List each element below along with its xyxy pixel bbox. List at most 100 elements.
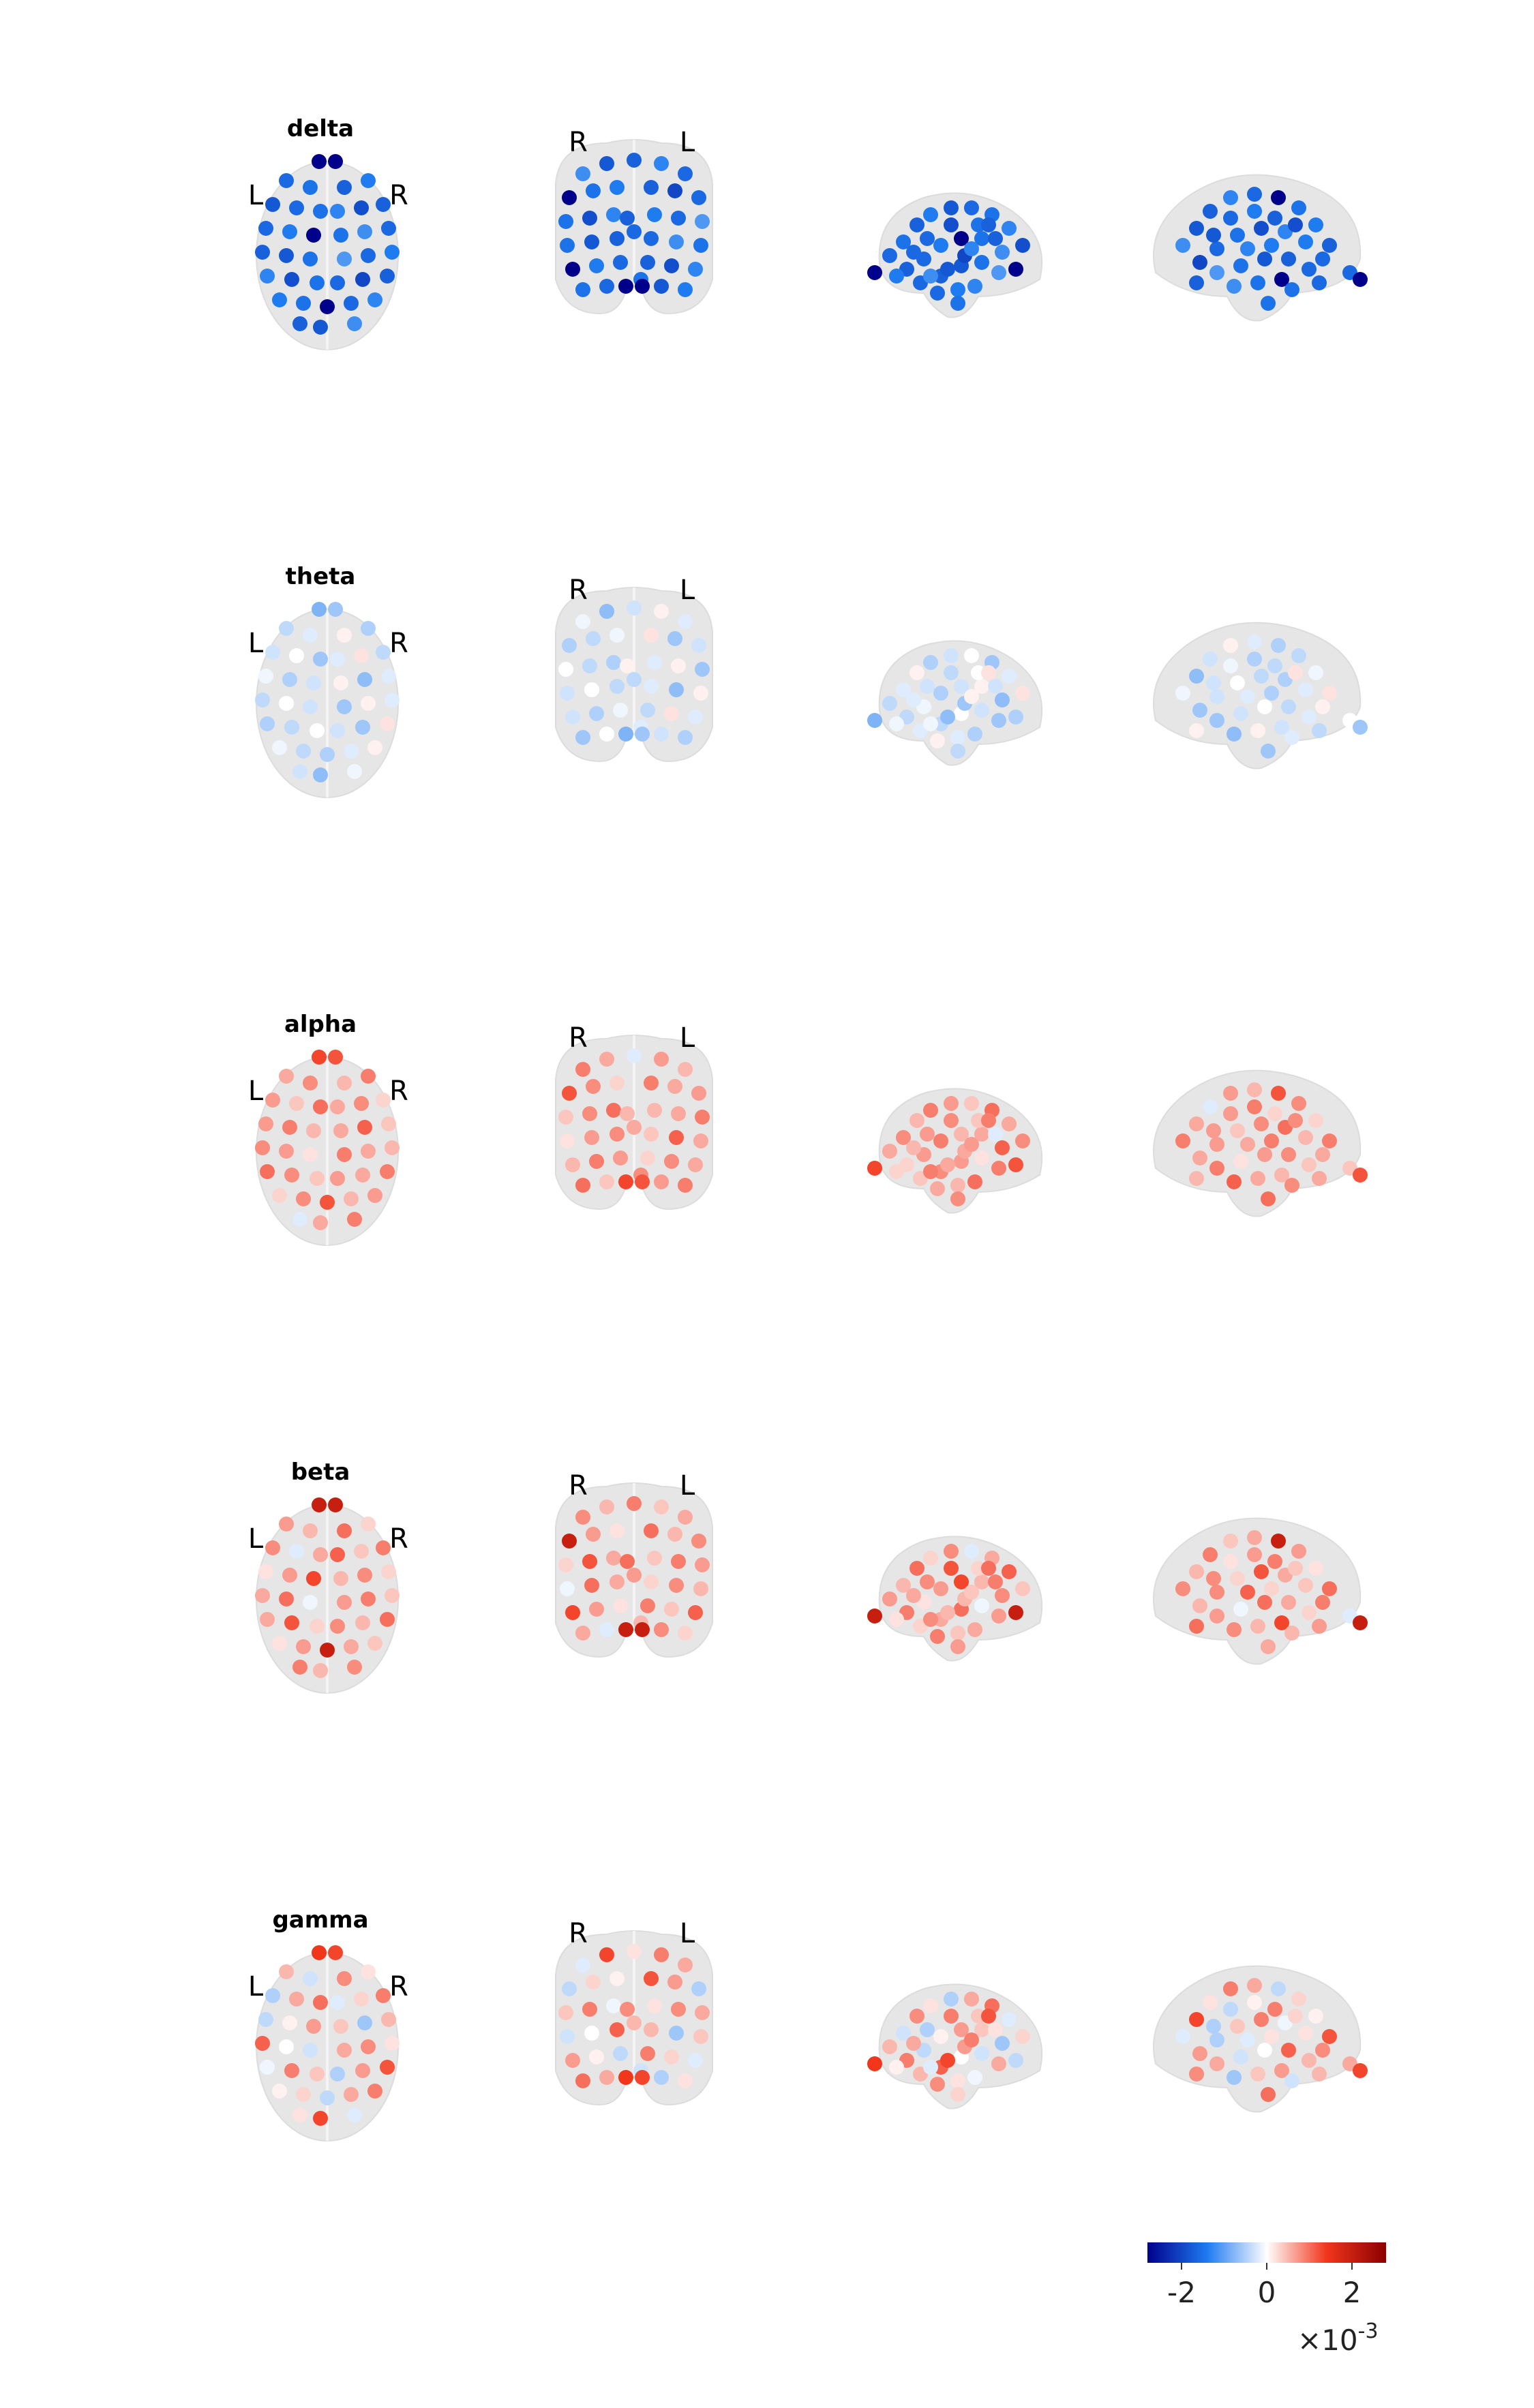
axial-electrode <box>284 2063 299 2078</box>
right-sagittal-electrode <box>1312 275 1327 290</box>
right-sagittal-electrode <box>1291 1096 1306 1111</box>
axial-electrode <box>337 699 352 714</box>
coronal-electrode <box>678 614 693 629</box>
axial-electrode <box>313 1215 328 1230</box>
axial-electrode <box>279 621 294 636</box>
right-sagittal-electrode <box>1227 2070 1242 2085</box>
left-sagittal-electrode <box>950 730 965 745</box>
right-sagittal-electrode <box>1315 2043 1330 2058</box>
coronal-electrode <box>606 1998 621 2013</box>
right-sagittal-electrode <box>1189 1171 1204 1186</box>
axial-electrode <box>313 2111 328 2126</box>
axial-electrode <box>303 1147 318 1162</box>
axial-electrode <box>361 1964 376 1979</box>
left-sagittal-electrode <box>920 1574 935 1589</box>
right-sagittal-electrode <box>1288 1561 1303 1576</box>
axial-electrode <box>337 2043 352 2058</box>
axial-electrode <box>330 204 345 219</box>
axial-electrode <box>380 1164 395 1179</box>
row-0: delta L R R L <box>248 115 1368 350</box>
coronal-electrode <box>678 1957 693 1972</box>
left-sagittal-electrode <box>950 282 965 297</box>
axial-electrode <box>292 764 307 779</box>
left-sagittal-electrode <box>991 2056 1006 2071</box>
axial-electrode <box>296 296 311 311</box>
right-sagittal-electrode <box>1281 1595 1296 1610</box>
axial-electrode <box>260 1164 275 1179</box>
coronal-electrode <box>695 1110 710 1125</box>
axial-electrode <box>385 1140 400 1155</box>
coronal-electrode <box>562 638 577 653</box>
right-sagittal-electrode <box>1267 211 1282 226</box>
coronal-electrode <box>627 153 642 168</box>
coronal-electrode <box>575 614 590 629</box>
axial-electrode <box>255 245 270 260</box>
coronal-electrode <box>575 2073 590 2088</box>
left-sagittal-electrode <box>995 245 1010 260</box>
coronal-electrode <box>565 710 580 725</box>
left-sagittal-electrode <box>1008 710 1023 725</box>
right-sagittal-electrode <box>1209 1585 1224 1600</box>
right-sagittal-electrode <box>1353 1615 1368 1630</box>
axial-electrode <box>337 252 352 266</box>
axial-electrode <box>265 1093 280 1108</box>
coronal-electrode <box>610 2022 625 2037</box>
left-sagittal-electrode <box>954 679 969 694</box>
coronal-electrode <box>606 207 621 222</box>
right-sagittal-electrode <box>1308 665 1323 680</box>
coronal-electrode <box>582 1106 597 1121</box>
coronal-electrode <box>644 628 659 643</box>
right-sagittal-electrode <box>1227 1622 1242 1637</box>
axial-electrode <box>355 1168 370 1183</box>
axial-electrode <box>289 1096 304 1111</box>
axial-right-label: R <box>389 1971 408 2002</box>
coronal-electrode <box>586 183 601 198</box>
axial-electrode <box>303 1595 318 1610</box>
axial-right-label: R <box>389 628 408 659</box>
coronal-electrode <box>610 231 625 246</box>
right-sagittal-electrode <box>1223 2002 1238 2017</box>
left-sagittal-electrode <box>995 692 1010 707</box>
right-sagittal-electrode <box>1230 228 1245 243</box>
coronal-electrode <box>560 238 575 253</box>
coronal-electrode <box>627 224 642 239</box>
coronal-electrode <box>640 1598 655 1613</box>
axial-left-label: L <box>248 628 264 659</box>
right-sagittal-electrode <box>1240 1585 1255 1600</box>
colorbar: -2 0 2 ×10-3 <box>1147 2242 1386 2357</box>
coronal-electrode <box>647 1551 662 1566</box>
right-sagittal-electrode <box>1247 1978 1262 1993</box>
right-sagittal-electrode <box>1261 1191 1276 1206</box>
right-sagittal-electrode <box>1298 1130 1313 1145</box>
coronal-electrode <box>582 1554 597 1569</box>
axial-electrode <box>312 154 327 169</box>
right-sagittal-electrode <box>1274 720 1289 735</box>
right-sagittal-electrode <box>1233 1154 1248 1169</box>
right-sagittal-electrode <box>1175 686 1190 701</box>
coronal-electrode <box>599 156 614 171</box>
coronal-electrode <box>693 238 708 253</box>
coronal-electrode <box>667 1975 682 1990</box>
axial-electrode <box>303 180 318 195</box>
right-sagittal-electrode <box>1274 1168 1289 1183</box>
axial-electrode <box>258 1116 273 1131</box>
coronal-electrode <box>560 686 575 701</box>
coronal-electrode <box>560 2029 575 2044</box>
left-sagittal-electrode <box>1015 1133 1030 1148</box>
axial-electrode <box>380 1612 395 1627</box>
axial-electrode <box>380 269 395 284</box>
right-sagittal-electrode <box>1175 1581 1190 1596</box>
axial-electrode <box>385 692 400 707</box>
axial-electrode <box>376 645 391 660</box>
axial-electrode <box>361 696 376 711</box>
right-sagittal-electrode <box>1267 658 1282 673</box>
axial-electrode <box>313 320 328 335</box>
axial-electrode <box>381 1564 396 1579</box>
right-sagittal-electrode <box>1302 2053 1317 2068</box>
right-sagittal-electrode <box>1175 1133 1190 1148</box>
coronal-electrode <box>565 1157 580 1172</box>
right-sagittal-electrode <box>1230 1571 1245 1586</box>
right-sagittal-electrode <box>1206 675 1221 690</box>
right-sagittal-electrode <box>1203 1099 1218 1114</box>
coronal-electrode <box>678 730 693 745</box>
